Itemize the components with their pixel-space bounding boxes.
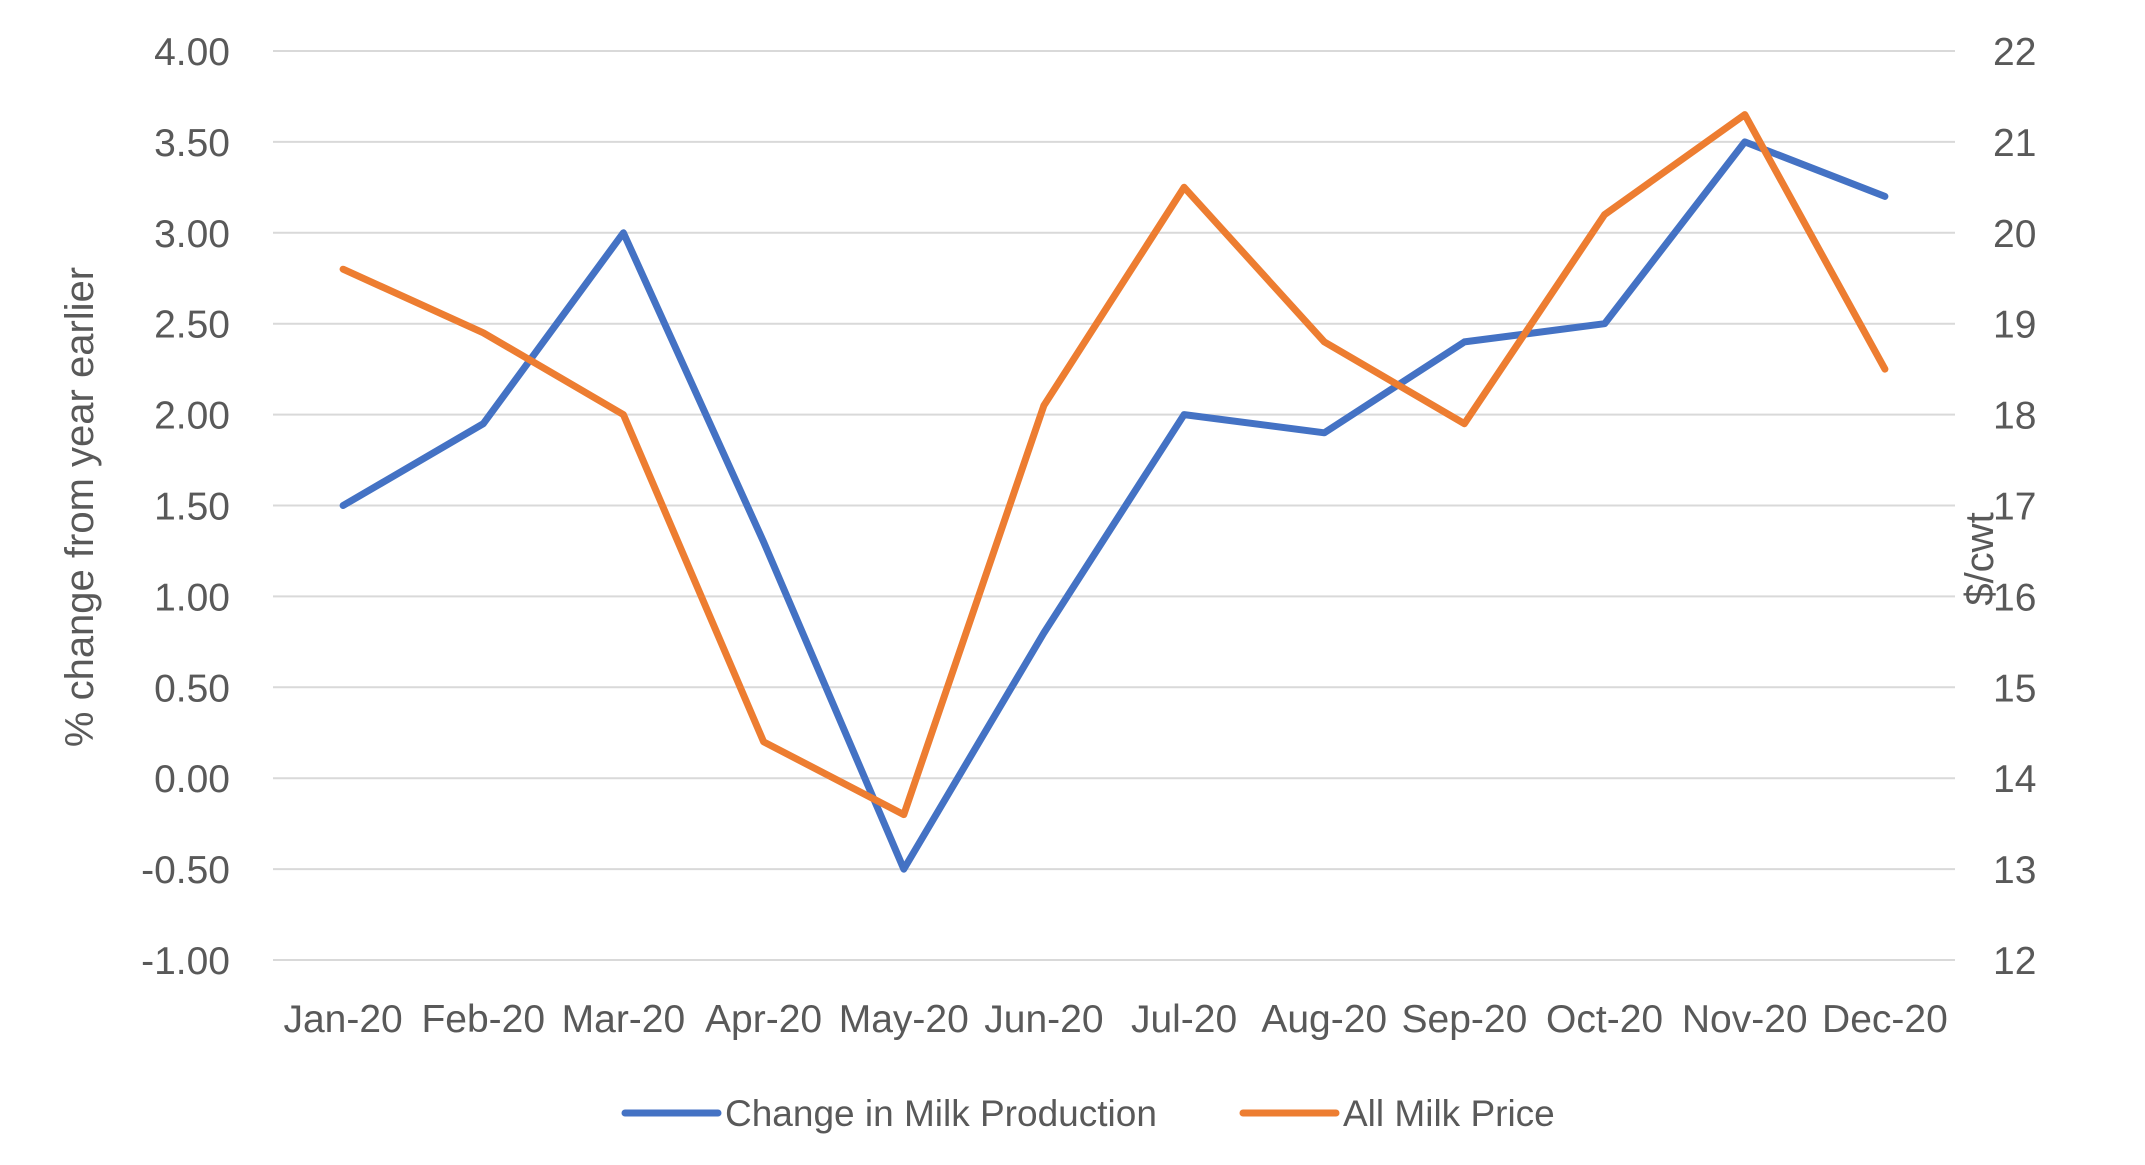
data-point — [482, 332, 484, 334]
left-tick-label: 1.00 — [154, 576, 230, 619]
data-point — [1604, 214, 1606, 216]
data-point — [1183, 186, 1185, 188]
data-point — [763, 741, 765, 743]
x-tick-label: Jun-20 — [984, 998, 1103, 1041]
left-tick-label: 2.50 — [154, 304, 230, 347]
left-axis-title: % change from year earlier — [58, 267, 102, 747]
right-tick-label: 12 — [1993, 940, 2036, 983]
data-point — [1744, 114, 1746, 116]
data-point — [1884, 368, 1886, 370]
series-line-milk-production — [339, 138, 1889, 873]
x-tick-label: Mar-20 — [562, 998, 686, 1041]
left-tick-label: 0.00 — [154, 758, 230, 801]
left-tick-label: 3.00 — [154, 213, 230, 256]
data-point — [903, 868, 905, 870]
data-point — [763, 541, 765, 543]
legend-label-milk-production: Change in Milk Production — [725, 1093, 1157, 1134]
data-point — [1463, 341, 1465, 343]
x-tick-label: Jan-20 — [283, 998, 402, 1041]
series-line-milk-price — [339, 111, 1889, 819]
right-tick-label: 15 — [1993, 667, 2036, 710]
x-tick-label: Sep-20 — [1402, 998, 1528, 1041]
data-point — [342, 268, 344, 270]
right-tick-label: 13 — [1993, 849, 2036, 892]
data-point — [1604, 323, 1606, 325]
data-point — [1183, 414, 1185, 416]
left-tick-label: 2.00 — [154, 395, 230, 438]
left-tick-label: -1.00 — [141, 940, 230, 983]
x-tick-label: Aug-20 — [1261, 998, 1387, 1041]
right-axis-title: $/cwt — [1958, 512, 2002, 605]
left-axis-tick-labels: 4.00 3.50 3.00 2.50 2.00 1.50 1.00 0.50 0.00 -0.5… — [141, 31, 230, 983]
right-tick-label: 14 — [1993, 758, 2036, 801]
x-tick-label: Oct-20 — [1546, 998, 1663, 1041]
left-tick-label: 0.50 — [154, 667, 230, 710]
x-tick-label: Feb-20 — [421, 998, 545, 1041]
right-tick-label: 21 — [1993, 122, 2036, 165]
data-point — [1323, 341, 1325, 343]
data-point — [903, 814, 905, 816]
data-point — [622, 232, 624, 234]
left-tick-label: -0.50 — [141, 849, 230, 892]
data-point — [622, 414, 624, 416]
data-point — [342, 505, 344, 506]
data-point — [1323, 432, 1325, 434]
data-point — [1884, 195, 1886, 197]
legend: Change in Milk Production All Milk Price — [621, 1093, 1555, 1134]
gridlines — [273, 50, 1955, 961]
right-tick-label: 19 — [1993, 304, 2036, 347]
x-tick-label: May-20 — [839, 998, 969, 1041]
right-tick-label: 22 — [1993, 31, 2036, 74]
x-tick-label: Nov-20 — [1682, 998, 1808, 1041]
left-tick-label: 3.50 — [154, 122, 230, 165]
right-tick-label: 18 — [1993, 395, 2036, 438]
legend-label-milk-price: All Milk Price — [1343, 1093, 1555, 1134]
data-point — [482, 423, 484, 425]
right-tick-label: 16 — [1993, 576, 2036, 619]
x-tick-label: Dec-20 — [1822, 998, 1948, 1041]
right-tick-label: 20 — [1993, 213, 2036, 256]
data-point — [1043, 405, 1045, 407]
x-axis-tick-labels: Jan-20 Feb-20 Mar-20 Apr-20 May-20 Jun-20 Jul-… — [283, 998, 1947, 1041]
left-tick-label: 4.00 — [154, 31, 230, 74]
right-axis-tick-labels: 22 21 20 19 18 17 16 15 14 13 12 — [1993, 31, 2036, 983]
data-point — [1463, 423, 1465, 425]
data-point — [1744, 141, 1746, 143]
x-tick-label: Jul-20 — [1131, 998, 1237, 1041]
data-point — [1043, 632, 1045, 634]
right-tick-label: 17 — [1993, 486, 2036, 529]
left-tick-label: 1.50 — [154, 486, 230, 529]
series-lines — [339, 111, 1889, 873]
x-tick-label: Apr-20 — [705, 998, 822, 1041]
